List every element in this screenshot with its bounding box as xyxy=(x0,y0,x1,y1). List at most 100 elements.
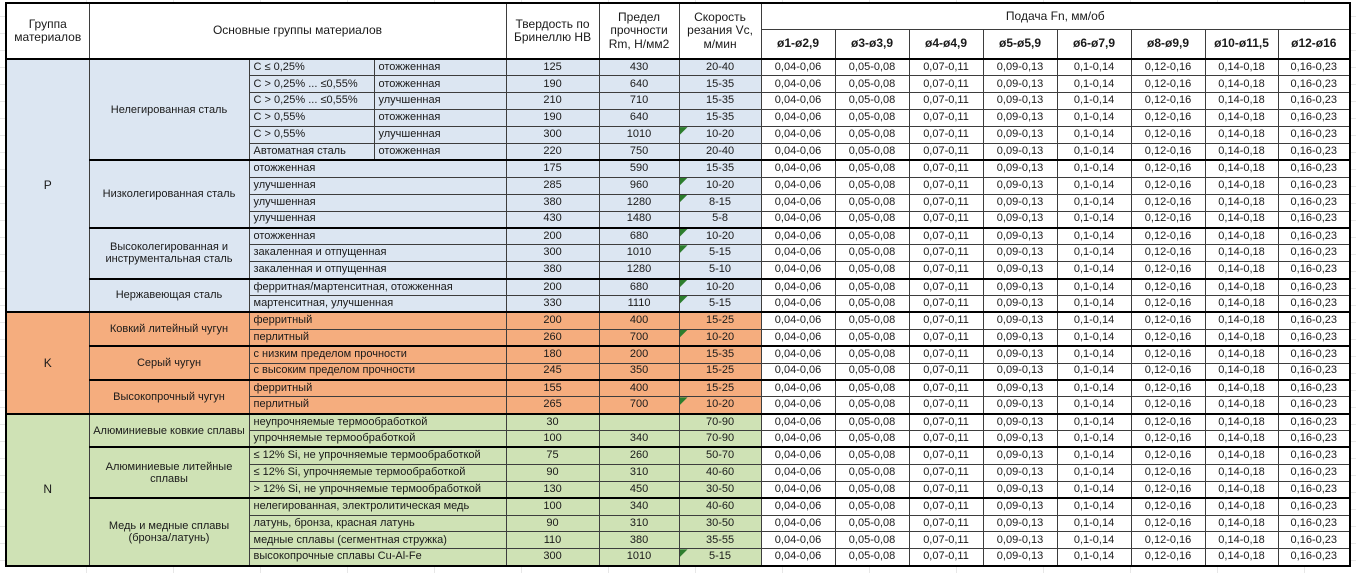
strength-cell: 1280 xyxy=(598,261,680,280)
strength-cell: 1110 xyxy=(598,294,680,313)
feed-value-cell: 0,14-0,18 xyxy=(1204,311,1279,330)
feed-value-cell: 0,16-0,23 xyxy=(1277,480,1351,499)
material-detail-cell: ферритная/мартенситная, отожженная xyxy=(248,277,507,296)
feed-value-cell: 0,04-0,06 xyxy=(760,311,836,330)
feed-value-cell: 0,05-0,08 xyxy=(834,226,910,246)
feed-value-cell: 0,14-0,18 xyxy=(1204,497,1279,516)
strength-cell: 750 xyxy=(598,142,680,161)
feed-value-cell: 0,04-0,06 xyxy=(760,378,836,398)
feed-value-cell: 0,1-0,14 xyxy=(1056,497,1132,516)
hardness-cell: 380 xyxy=(505,193,600,212)
feed-diameter-header: ø5-ø5,9 xyxy=(982,28,1058,60)
feed-value-cell: 0,09-0,13 xyxy=(982,345,1058,364)
feed-value-cell: 0,09-0,13 xyxy=(982,531,1058,550)
material-detail-cell: закаленная и отпущенная xyxy=(248,261,507,280)
speed-cell: 15-35 xyxy=(678,92,762,111)
feed-value-cell: 0,04-0,06 xyxy=(760,126,836,144)
speed-cell: 5-15 xyxy=(678,244,762,263)
strength-cell: 200 xyxy=(598,345,680,364)
hardness-cell: 130 xyxy=(505,480,600,499)
feed-value-cell: 0,07-0,11 xyxy=(908,75,984,94)
feed-value-cell: 0,14-0,18 xyxy=(1204,261,1279,280)
main-groups-column-header: Основные группы материалов xyxy=(88,2,507,60)
feed-value-cell: 0,05-0,08 xyxy=(834,294,910,313)
feed-value-cell: 0,12-0,16 xyxy=(1130,210,1206,229)
feed-value-cell: 0,09-0,13 xyxy=(982,92,1058,111)
speed-cell: 15-25 xyxy=(678,311,762,330)
feed-value-cell: 0,16-0,23 xyxy=(1277,226,1351,246)
feed-value-cell: 0,07-0,11 xyxy=(908,226,984,246)
subgroup-name-cell: Ковкий литейный чугун xyxy=(88,311,250,347)
feed-value-cell: 0,16-0,23 xyxy=(1277,412,1351,432)
speed-cell: 15-35 xyxy=(678,75,762,94)
feed-value-cell: 0,05-0,08 xyxy=(834,176,910,195)
table-body: P Нелегированная сталь C ≤ 0,25% отожженная… xyxy=(5,57,1351,567)
hardness-cell: 100 xyxy=(505,430,600,448)
table-row: C > 0,55% отожженная 190 640 15-35 0,04-0,06 0… xyxy=(6,109,1351,128)
feed-value-cell: 0,14-0,18 xyxy=(1204,412,1279,432)
hardness-cell: 190 xyxy=(505,75,600,94)
feed-value-cell: 0,1-0,14 xyxy=(1056,226,1132,246)
feed-value-cell: 0,12-0,16 xyxy=(1130,109,1206,128)
feed-value-cell: 0,12-0,16 xyxy=(1130,548,1206,567)
material-detail-cell: C > 0,25% ... ≤0,55% xyxy=(248,92,375,111)
feed-value-cell: 0,14-0,18 xyxy=(1204,109,1279,128)
feed-value-cell: 0,16-0,23 xyxy=(1277,294,1351,313)
feed-value-cell: 0,12-0,16 xyxy=(1130,514,1206,533)
feed-value-cell: 0,12-0,16 xyxy=(1130,75,1206,94)
subgroup-name-cell: Высокопрочный чугун xyxy=(88,378,250,415)
strength-cell xyxy=(598,412,680,432)
feed-value-cell: 0,12-0,16 xyxy=(1130,345,1206,364)
feed-value-cell: 0,09-0,13 xyxy=(982,463,1058,482)
speed-cell: 10-20 xyxy=(678,226,762,246)
speed-cell: 40-60 xyxy=(678,497,762,516)
feed-value-cell: 0,09-0,13 xyxy=(982,378,1058,398)
feed-value-cell: 0,04-0,06 xyxy=(760,412,836,432)
feed-value-cell: 0,12-0,16 xyxy=(1130,176,1206,195)
feed-value-cell: 0,12-0,16 xyxy=(1130,446,1206,465)
speed-cell: 8-15 xyxy=(678,193,762,212)
table-row: латунь, бронза, красная латунь 90 310 30-50… xyxy=(6,514,1351,533)
feed-value-cell: 0,07-0,11 xyxy=(908,362,984,381)
feed-value-cell: 0,04-0,06 xyxy=(760,58,836,77)
feed-value-cell: 0,04-0,06 xyxy=(760,514,836,533)
subgroup-name-cell: Нержавеющая сталь xyxy=(88,277,250,313)
feed-value-cell: 0,09-0,13 xyxy=(982,548,1058,567)
feed-value-cell: 0,05-0,08 xyxy=(834,75,910,94)
table-row: ≤ 12% Si, упрочняемые термообработкой 90 3… xyxy=(6,463,1351,482)
feed-value-cell: 0,12-0,16 xyxy=(1130,328,1206,347)
feed-value-cell: 0,07-0,11 xyxy=(908,328,984,347)
hardness-cell: 245 xyxy=(505,362,600,381)
feed-value-cell: 0,04-0,06 xyxy=(760,430,836,448)
note-indicator-icon xyxy=(680,549,688,558)
feed-value-cell: 0,14-0,18 xyxy=(1204,480,1279,499)
speed-cell: 30-50 xyxy=(678,514,762,533)
feed-diameter-header: ø1-ø2,9 xyxy=(760,28,836,60)
hardness-cell: 380 xyxy=(505,261,600,280)
feed-value-cell: 0,16-0,23 xyxy=(1277,210,1351,229)
strength-cell: 1010 xyxy=(598,126,680,144)
speed-cell: 35-55 xyxy=(678,531,762,550)
table-row: улучшенная 430 1480 5-8 0,04-0,06 0,05-0,08 0,… xyxy=(6,210,1351,229)
feed-value-cell: 0,04-0,06 xyxy=(760,75,836,94)
feed-value-cell: 0,16-0,23 xyxy=(1277,396,1351,415)
feed-value-cell: 0,07-0,11 xyxy=(908,463,984,482)
hardness-cell: 220 xyxy=(505,142,600,161)
feed-value-cell: 0,09-0,13 xyxy=(982,142,1058,161)
feed-value-cell: 0,1-0,14 xyxy=(1056,75,1132,94)
feed-value-cell: 0,1-0,14 xyxy=(1056,328,1132,347)
feed-value-cell: 0,14-0,18 xyxy=(1204,378,1279,398)
feed-value-cell: 0,1-0,14 xyxy=(1056,126,1132,144)
feed-value-cell: 0,05-0,08 xyxy=(834,277,910,296)
table-row: улучшенная 380 1280 8-15 0,04-0,06 0,05-0,08 0… xyxy=(6,193,1351,212)
feed-value-cell: 0,16-0,23 xyxy=(1277,531,1351,550)
material-state-cell: улучшенная xyxy=(373,92,507,111)
feed-value-cell: 0,05-0,08 xyxy=(834,328,910,347)
speed-cell: 70-90 xyxy=(678,412,762,432)
hardness-cell: 90 xyxy=(505,463,600,482)
feed-value-cell: 0,07-0,11 xyxy=(908,277,984,296)
strength-cell: 640 xyxy=(598,75,680,94)
hardness-cell: 430 xyxy=(505,210,600,229)
feed-value-cell: 0,14-0,18 xyxy=(1204,126,1279,144)
material-state-cell: отожженная xyxy=(373,142,507,161)
